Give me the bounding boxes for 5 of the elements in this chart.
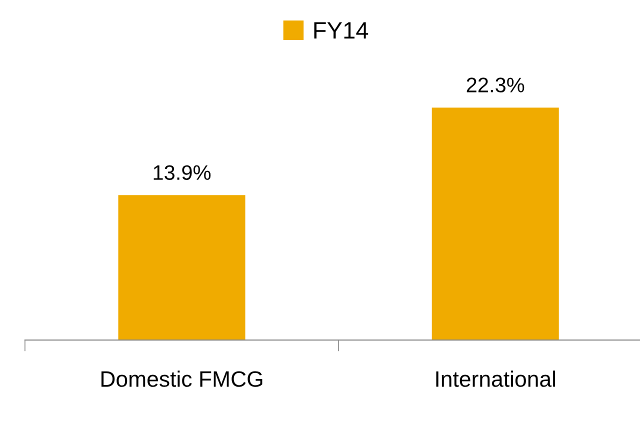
legend-label: FY14 [314, 22, 368, 38]
data-label: 13.9% [154, 165, 211, 180]
x-tick-label: International [436, 370, 556, 387]
data-label: 22.3% [466, 78, 524, 92]
x-tick-label: Domestic FMCG [101, 370, 262, 387]
